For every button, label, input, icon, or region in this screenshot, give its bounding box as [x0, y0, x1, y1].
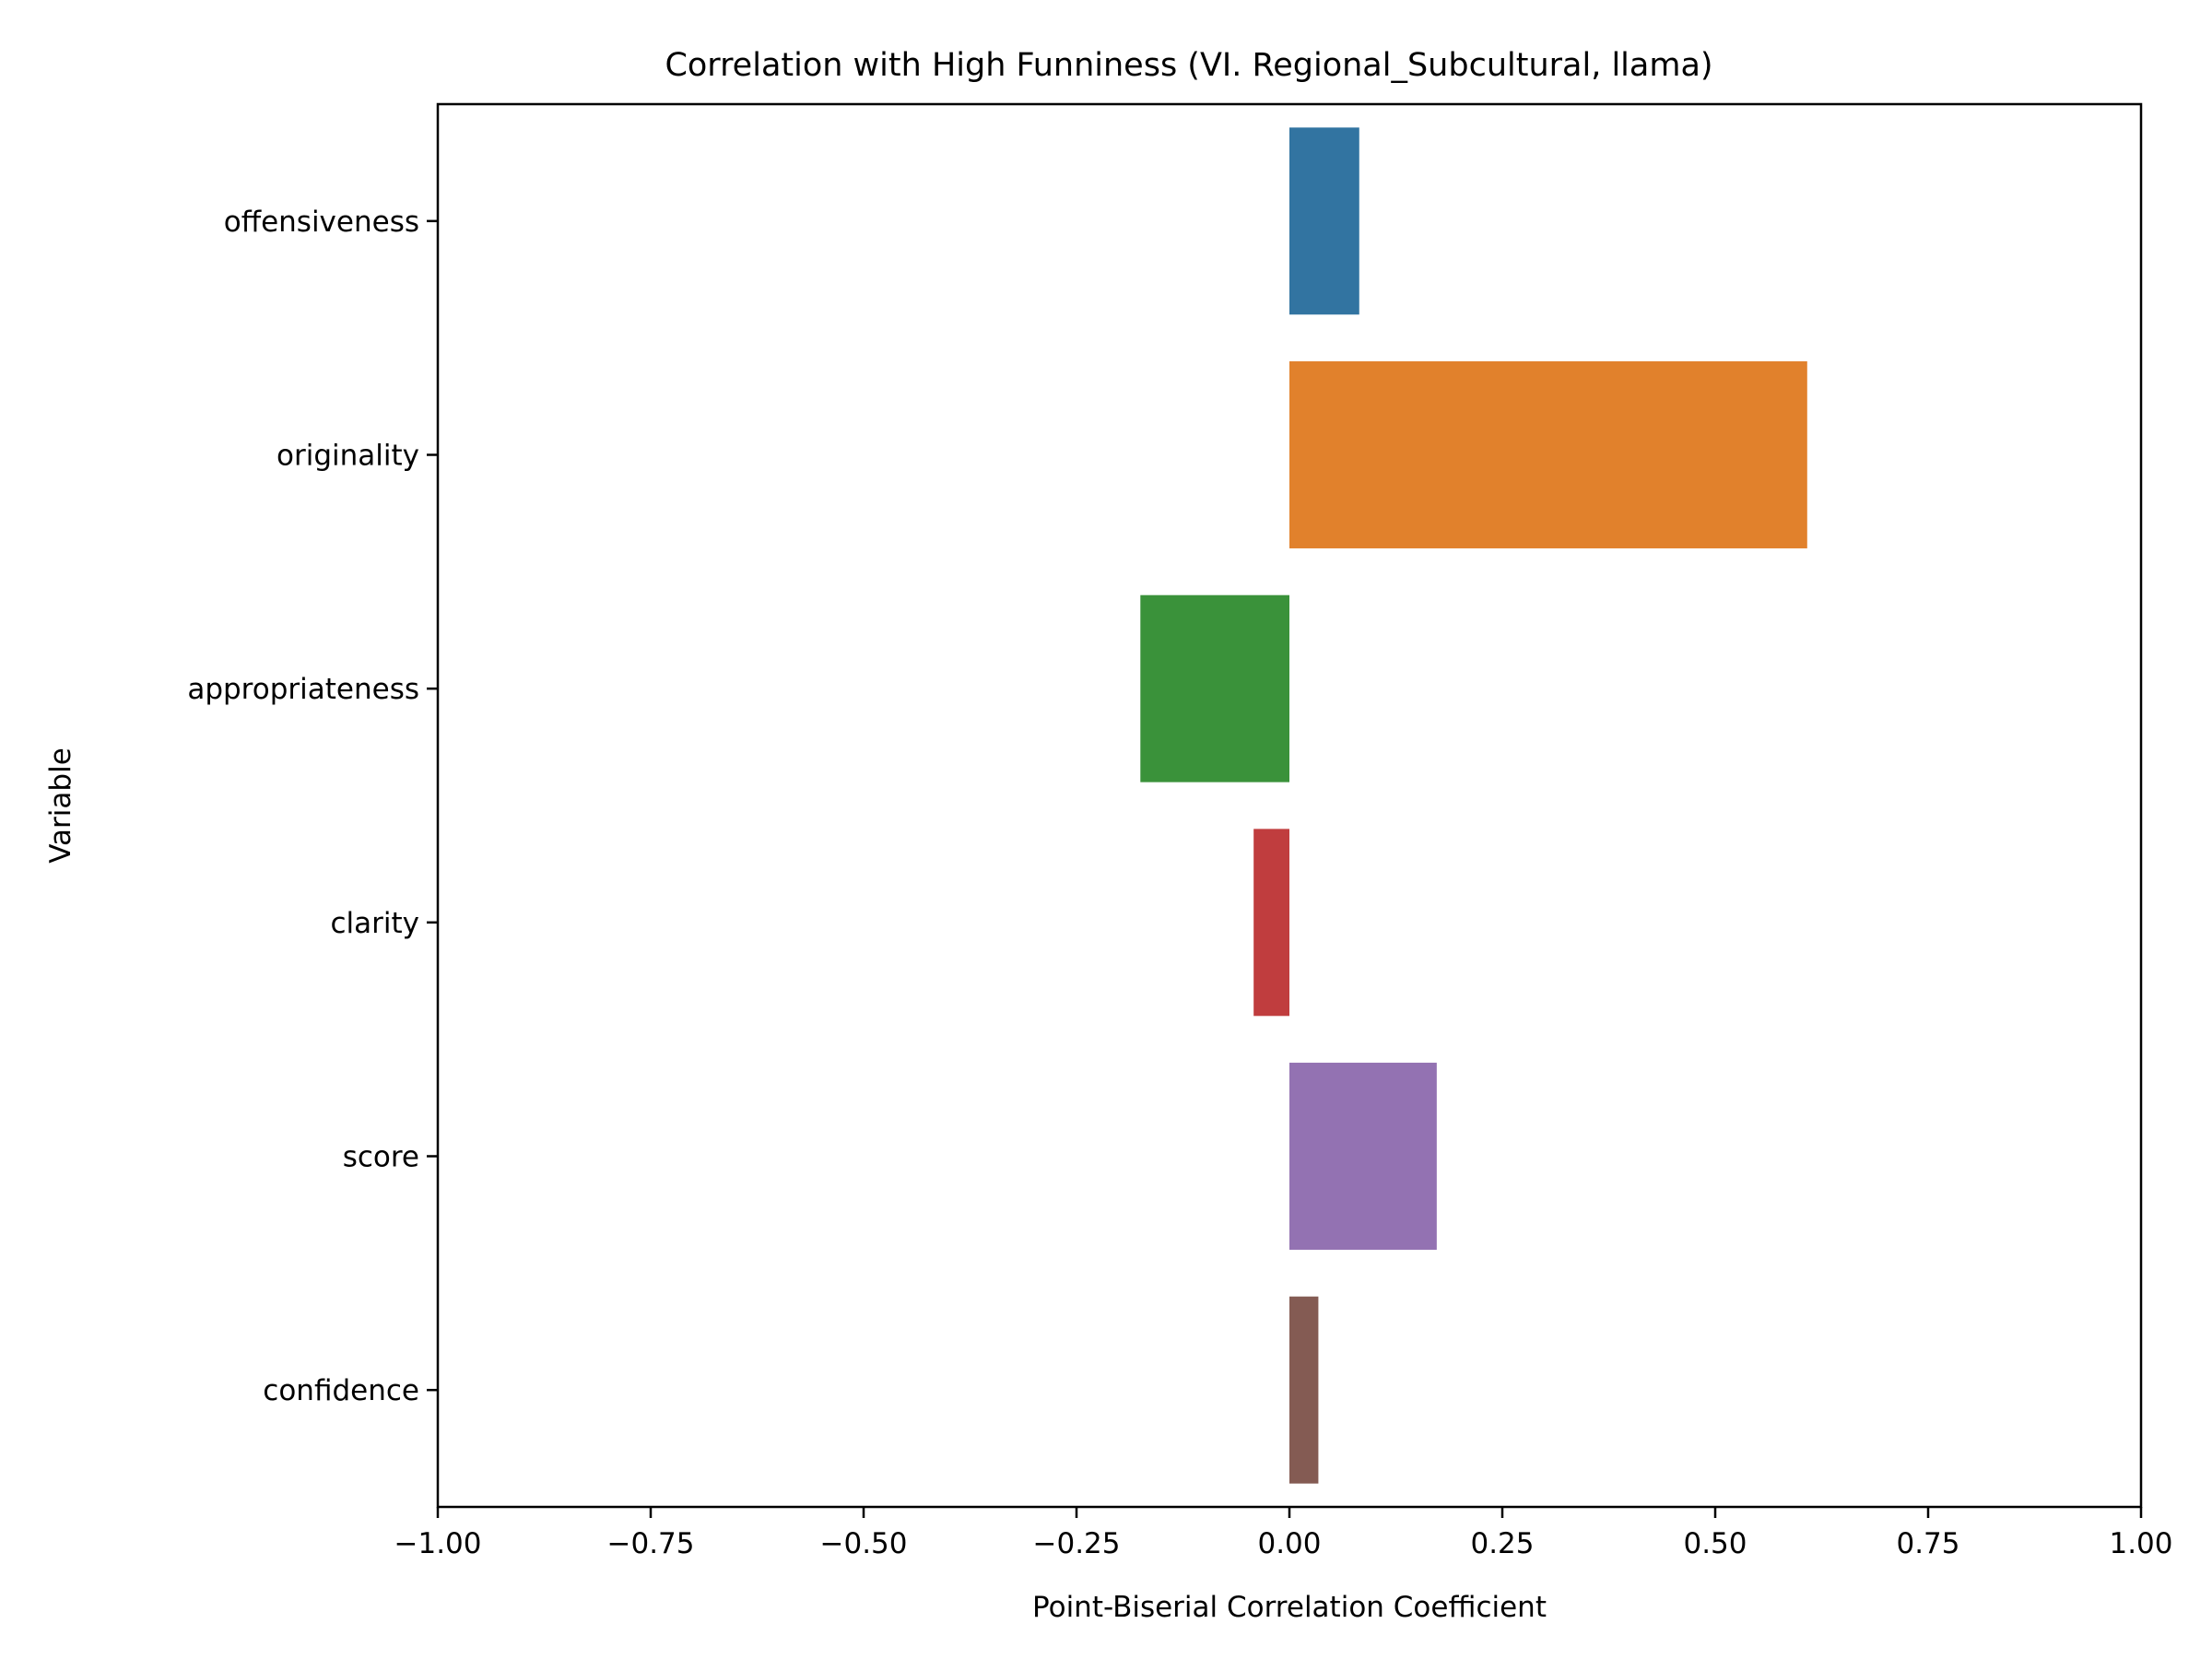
- x-tick-label: −1.00: [394, 1527, 482, 1560]
- y-axis-label: Variable: [44, 747, 77, 864]
- x-tick-label: 0.75: [1896, 1527, 1959, 1560]
- x-tick-label: 1.00: [2109, 1527, 2172, 1560]
- x-tick-label: 0.25: [1470, 1527, 1534, 1560]
- x-tick-label: −0.75: [607, 1527, 695, 1560]
- y-tick-label: appropriateness: [187, 673, 419, 706]
- bar-originality: [1289, 361, 1807, 548]
- x-axis-label: Point-Biserial Correlation Coefficient: [1032, 1591, 1547, 1624]
- x-ticks: −1.00 −0.75 −0.50 −0.25 0.00 0.25 0.50 0.75 1.00: [394, 1507, 2173, 1560]
- x-tick-label: −0.50: [820, 1527, 908, 1560]
- y-tick-label: confidence: [263, 1374, 419, 1407]
- x-tick-label: −0.25: [1033, 1527, 1121, 1560]
- y-tick-label: offensiveness: [224, 206, 419, 239]
- bar-offensiveness: [1289, 127, 1359, 315]
- bar-clarity: [1253, 829, 1289, 1017]
- x-tick-label: 0.50: [1683, 1527, 1747, 1560]
- y-tick-label: clarity: [330, 907, 419, 940]
- y-ticks: offensiveness originality appropriateness c…: [187, 206, 438, 1407]
- x-tick-label: 0.00: [1257, 1527, 1321, 1560]
- y-tick-label: originality: [276, 440, 419, 473]
- bar-confidence: [1289, 1296, 1319, 1484]
- bar-score: [1289, 1063, 1437, 1250]
- bars: [1140, 127, 1807, 1484]
- bar-appropriateness: [1140, 594, 1289, 782]
- y-tick-label: score: [343, 1141, 419, 1174]
- chart-title: Correlation with High Funniness (VI. Reg…: [665, 47, 1712, 84]
